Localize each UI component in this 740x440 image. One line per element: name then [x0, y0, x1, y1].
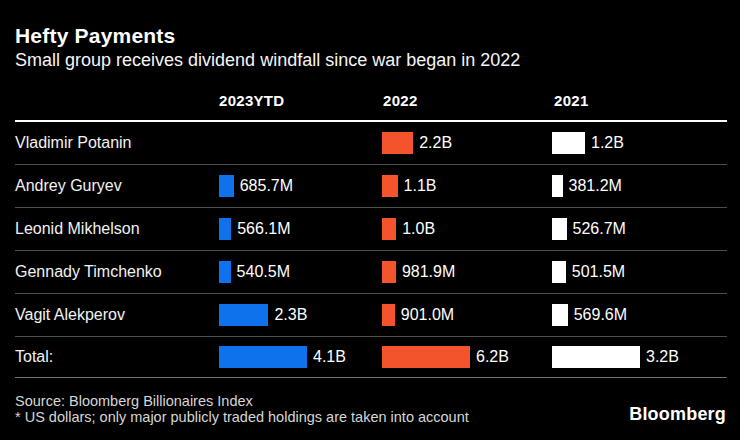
bar-value-label: 566.1M	[237, 220, 290, 238]
row-label: Andrey Guryev	[15, 177, 122, 195]
bloomberg-logo: Bloomberg	[629, 404, 726, 425]
bar-value-label: 526.7M	[573, 220, 626, 238]
bar	[552, 261, 566, 283]
bar-value-label: 6.2B	[476, 348, 509, 366]
bar-cell-2021: 381.2M	[552, 165, 622, 207]
bar-value-label: 4.1B	[313, 348, 346, 366]
bar-cell-2023ytd: 4.1B	[219, 337, 346, 377]
bar-value-label: 569.6M	[574, 306, 627, 324]
bar-value-label: 901.0M	[401, 306, 454, 324]
bar-value-label: 1.0B	[402, 220, 435, 238]
bar-cell-2022: 1.0B	[382, 208, 435, 250]
bar-cell-2021: 1.2B	[552, 122, 624, 164]
row-label: Vagit Alekperov	[15, 306, 125, 324]
footnote-text: * US dollars; only major publicly traded…	[15, 409, 469, 425]
bar-cell-2023ytd: 566.1M	[219, 208, 291, 250]
bar	[552, 132, 585, 154]
bar	[382, 346, 470, 368]
column-header-2023ytd: 2023YTD	[219, 92, 284, 109]
column-header-2021: 2021	[554, 92, 589, 109]
bar	[552, 175, 563, 197]
bar-cell-2023ytd: 2.3B	[219, 294, 307, 336]
bar-cell-2021: 569.6M	[552, 294, 627, 336]
dividend-chart: Hefty Payments Small group receives divi…	[0, 0, 740, 440]
bar	[219, 175, 234, 197]
bar-value-label: 981.9M	[402, 263, 455, 281]
bar-value-label: 501.5M	[572, 263, 625, 281]
bar-cell-2023ytd: 540.5M	[219, 251, 290, 293]
row-label: Leonid Mikhelson	[15, 220, 140, 238]
bar-cell-2022: 1.1B	[382, 165, 437, 207]
bar-cell-2023ytd: 685.7M	[219, 165, 293, 207]
bar	[219, 346, 307, 368]
table-row: Gennady Timchenko 540.5M 981.9M 501.5M	[15, 251, 727, 294]
column-header-2022: 2022	[383, 92, 418, 109]
bar-value-label: 2.2B	[419, 134, 452, 152]
bar	[382, 175, 398, 197]
row-label: Total:	[15, 348, 53, 366]
bar	[552, 304, 568, 326]
bar-value-label: 685.7M	[240, 177, 293, 195]
bar	[552, 218, 567, 240]
bar-value-label: 2.3B	[274, 306, 307, 324]
bar	[382, 132, 413, 154]
bar	[382, 261, 396, 283]
table-row: Andrey Guryev 685.7M 1.1B 381.2M	[15, 165, 727, 208]
bar-value-label: 3.2B	[646, 348, 679, 366]
bar-cell-2022: 981.9M	[382, 251, 455, 293]
table-row: Vladimir Potanin 2.2B 1.2B	[15, 122, 727, 165]
chart-title: Hefty Payments	[15, 24, 175, 48]
bar-cell-2021: 526.7M	[552, 208, 626, 250]
total-row: Total: 4.1B 6.2B 3.2B	[15, 337, 727, 378]
bar	[219, 261, 231, 283]
bar-cell-2022: 6.2B	[382, 337, 509, 377]
bar	[382, 304, 395, 326]
bar	[552, 346, 640, 368]
bar-cell-2022: 901.0M	[382, 294, 454, 336]
bar-value-label: 1.2B	[591, 134, 624, 152]
table-row: Vagit Alekperov 2.3B 901.0M 569.6M	[15, 294, 727, 337]
bar-table: Vladimir Potanin 2.2B 1.2B Andrey Guryev 685…	[15, 122, 727, 378]
row-label: Gennady Timchenko	[15, 263, 162, 281]
bar-cell-2021: 3.2B	[552, 337, 679, 377]
bar-cell-2021: 501.5M	[552, 251, 625, 293]
bar-value-label: 381.2M	[569, 177, 622, 195]
table-row: Leonid Mikhelson 566.1M 1.0B 526.7M	[15, 208, 727, 251]
chart-subtitle: Small group receives dividend windfall s…	[15, 50, 520, 71]
bar-value-label: 540.5M	[237, 263, 290, 281]
source-text: Source: Bloomberg Billionaires Index	[15, 393, 253, 409]
bar-value-label: 1.1B	[404, 177, 437, 195]
row-label: Vladimir Potanin	[15, 134, 132, 152]
bar	[219, 218, 231, 240]
bar	[382, 218, 396, 240]
bar	[219, 304, 268, 326]
bar-cell-2022: 2.2B	[382, 122, 452, 164]
